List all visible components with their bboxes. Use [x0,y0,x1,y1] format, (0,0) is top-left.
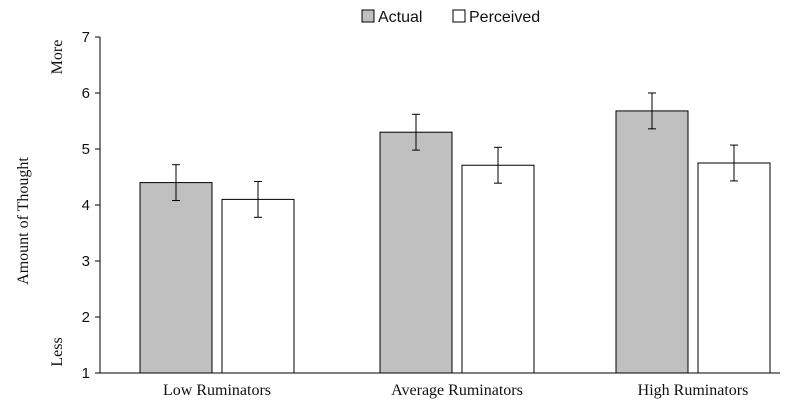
x-category-label: Low Ruminators [163,382,271,399]
legend-label-perceived: Perceived [469,9,540,26]
y-annotation-more: More [49,40,66,75]
legend: Actual Perceived [361,9,540,26]
bar-perceived [697,162,771,374]
x-category-label: High Ruminators [638,382,749,399]
legend-swatch-perceived [452,9,466,23]
legend-swatch-actual [361,9,375,23]
y-tick-label: 4 [82,197,90,214]
bars [139,92,771,374]
y-tick-label: 7 [82,29,90,46]
bar-actual [379,131,453,374]
y-tick-label: 6 [82,85,90,102]
x-axis: Low Ruminators Average Ruminators High Rum… [100,372,780,399]
y-tick-label: 3 [82,253,90,270]
bar-perceived [221,198,295,374]
y-tick-label: 5 [82,141,90,158]
x-category-label: Average Ruminators [391,382,523,399]
bar-perceived [461,164,535,374]
y-axis-title: Amount of Thought [15,157,32,285]
bar-actual [139,182,213,374]
y-axis: 1 2 3 4 5 6 7 [82,29,101,382]
y-annotation-less: Less [49,337,66,366]
y-tick-label: 2 [82,309,90,326]
bar-actual [615,110,689,374]
legend-label-actual: Actual [378,9,422,26]
y-tick-label: 1 [82,365,90,382]
